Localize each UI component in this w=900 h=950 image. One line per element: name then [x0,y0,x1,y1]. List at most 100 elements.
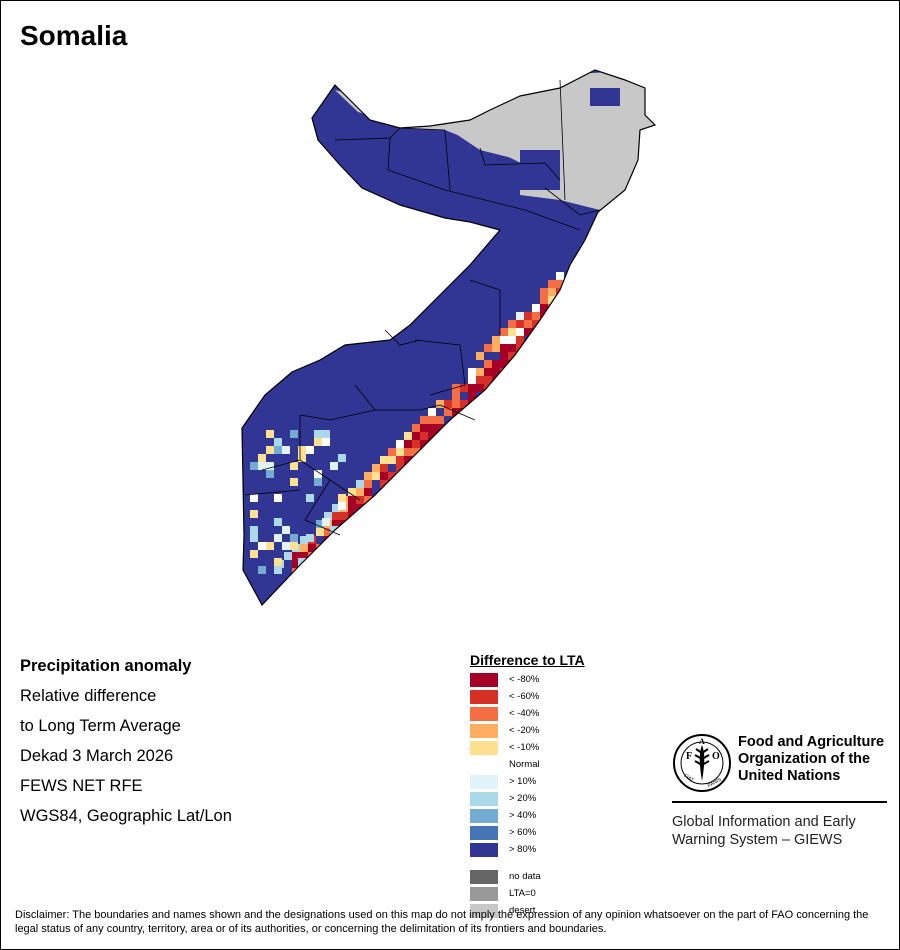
legend-class-swatch [470,724,498,738]
anomaly-cell [396,520,404,528]
anomaly-cell [388,568,396,576]
anomaly-cell [298,558,306,566]
anomaly-cell [444,488,452,496]
anomaly-cell [508,352,516,360]
legend-class-label: < -80% [509,674,540,685]
anomaly-cell [516,416,524,424]
anomaly-cell [316,560,324,568]
anomaly-cell [516,320,524,328]
anomaly-cell [492,384,500,392]
anomaly-cell [274,566,282,574]
anomaly-cell [420,536,428,544]
anomaly-cell [412,448,420,456]
anomaly-cell [556,328,564,336]
legend-class-row: > 10% [470,774,585,791]
anomaly-cell [412,432,420,440]
anomaly-cell [372,536,380,544]
anomaly-cell [548,360,556,368]
anomaly-cell [380,480,388,488]
anomaly-cell [324,528,332,536]
anomaly-cell [500,432,508,440]
admin-boundary [384,329,421,346]
anomaly-cell [396,512,404,520]
anomaly-cell [492,368,500,376]
anomaly-cell [500,352,508,360]
anomaly-cell [532,432,540,440]
anomaly-cell [380,576,388,584]
anomaly-cell [372,472,380,480]
anomaly-cell [412,520,420,528]
anomaly-cell [532,320,540,328]
anomaly-cell [540,336,548,344]
anomaly-cell [372,568,380,576]
legend-class-label: > 10% [509,776,537,787]
legend-class-label: > 60% [509,827,537,838]
anomaly-cell [444,400,452,408]
anomaly-cell [556,400,564,408]
legend-class-row: > 20% [470,791,585,808]
anomaly-cell [508,336,516,344]
anomaly-cell [420,496,428,504]
anomaly-cell [500,392,508,400]
anomaly-cell [452,448,460,456]
dry-anomaly-cells [250,272,564,592]
anomaly-cell [340,512,348,520]
anomaly-cell [484,456,492,464]
anomaly-cell [540,440,548,448]
legend-title: Difference to LTA [470,652,585,668]
anomaly-cell [348,520,356,528]
anomaly-cell [532,344,540,352]
anomaly-cell [306,494,314,502]
anomaly-cell [356,576,364,584]
anomaly-cell [420,424,428,432]
anomaly-cell [444,512,452,520]
anomaly-cell [476,384,484,392]
anomaly-cell [516,328,524,336]
anomaly-cell [540,368,548,376]
anomaly-cell [364,496,372,504]
anomaly-cell [492,448,500,456]
anomaly-cell [292,560,300,568]
anomaly-cell [436,504,444,512]
anomaly-cell [476,352,484,360]
admin-boundary [354,384,441,411]
anomaly-cell [540,432,548,440]
anomaly-patch [590,88,620,106]
anomaly-cell [372,552,380,560]
anomaly-cell [372,464,380,472]
anomaly-cell [332,560,340,568]
anomaly-cell [460,416,468,424]
anomaly-cell [380,472,388,480]
anomaly-cell [340,568,348,576]
anomaly-cell [380,552,388,560]
anomaly-cell [452,424,460,432]
anomaly-cell [524,424,532,432]
anomaly-cell [436,496,444,504]
admin-boundary [244,489,301,496]
anomaly-cell [556,344,564,352]
legend-extra-label: LTA=0 [509,888,536,899]
anomaly-cell [556,368,564,376]
anomaly-cell [492,456,500,464]
anomaly-cell [340,560,348,568]
anomaly-cell [348,504,356,512]
anomaly-cell [500,376,508,384]
admin-boundary [559,79,566,201]
anomaly-cell [388,456,396,464]
anomaly-cell [258,542,266,550]
anomaly-cell [484,440,492,448]
anomaly-cell [540,328,548,336]
legend-class-row: > 80% [470,842,585,859]
anomaly-cell [556,304,564,312]
anomaly-cell [364,512,372,520]
anomaly-cell [548,320,556,328]
info-variable: Precipitation anomaly [20,657,192,675]
anomaly-cell [540,424,548,432]
anomaly-cell [282,526,290,534]
legend-class-row: < -60% [470,689,585,706]
anomaly-cell [516,392,524,400]
anomaly-cell [428,472,436,480]
admin-boundary [387,137,526,211]
anomaly-cell [444,504,452,512]
anomaly-cell [308,568,316,576]
